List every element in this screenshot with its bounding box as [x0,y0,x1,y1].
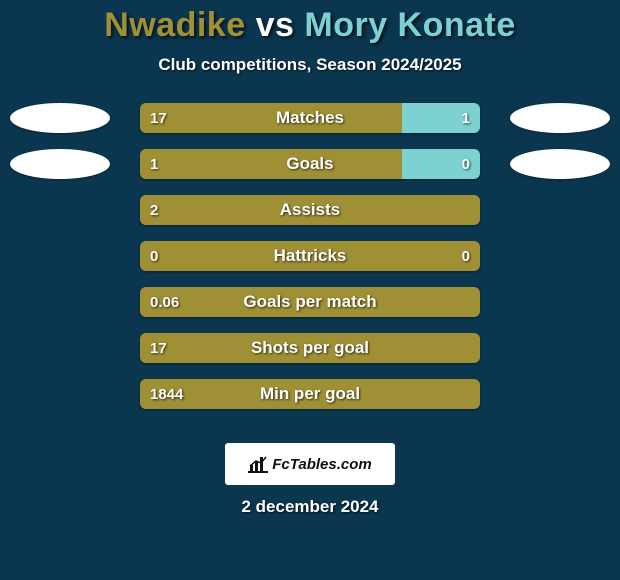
stat-bar-left [140,149,402,179]
stat-bar-right [402,103,480,133]
player1-badge [10,149,110,179]
stat-bar: 1844Min per goal [140,379,480,409]
stat-row: 171Matches [0,103,620,133]
stat-row: 10Goals [0,149,620,179]
stat-row: 00Hattricks [0,241,620,271]
player2-badge [510,149,610,179]
stat-bar-left [140,287,480,317]
vs-separator: vs [256,6,295,44]
watermark-text: FcTables.com [272,456,371,473]
stat-row: 1844Min per goal [0,379,620,409]
player1-badge [10,103,110,133]
player2-name: Mory Konate [304,6,515,44]
stat-bar: 00Hattricks [140,241,480,271]
player1-name: Nwadike [104,6,245,44]
date-text: 2 december 2024 [0,497,620,517]
comparison-chart: Nwadike vs Mory Konate Club competitions… [0,0,620,580]
stat-bar: 17Shots per goal [140,333,480,363]
chart-icon [248,455,268,473]
stat-rows: 171Matches 10Goals 2Assists 00Hattricks 0.06… [0,103,620,425]
stat-bar-left [140,333,480,363]
page-title: Nwadike vs Mory Konate [0,6,620,45]
stat-bar-right [402,149,480,179]
stat-row: 2Assists [0,195,620,225]
stat-bar: 10Goals [140,149,480,179]
stat-bar-left [140,379,480,409]
player2-badge [510,103,610,133]
stat-row: 0.06Goals per match [0,287,620,317]
stat-bar-left [140,103,402,133]
stat-row: 17Shots per goal [0,333,620,363]
stat-bar: 171Matches [140,103,480,133]
subtitle: Club competitions, Season 2024/2025 [0,55,620,75]
stat-bar: 2Assists [140,195,480,225]
stat-bar: 0.06Goals per match [140,287,480,317]
watermark-badge: FcTables.com [225,443,395,485]
stat-bar-left [140,241,480,271]
stat-bar-left [140,195,480,225]
